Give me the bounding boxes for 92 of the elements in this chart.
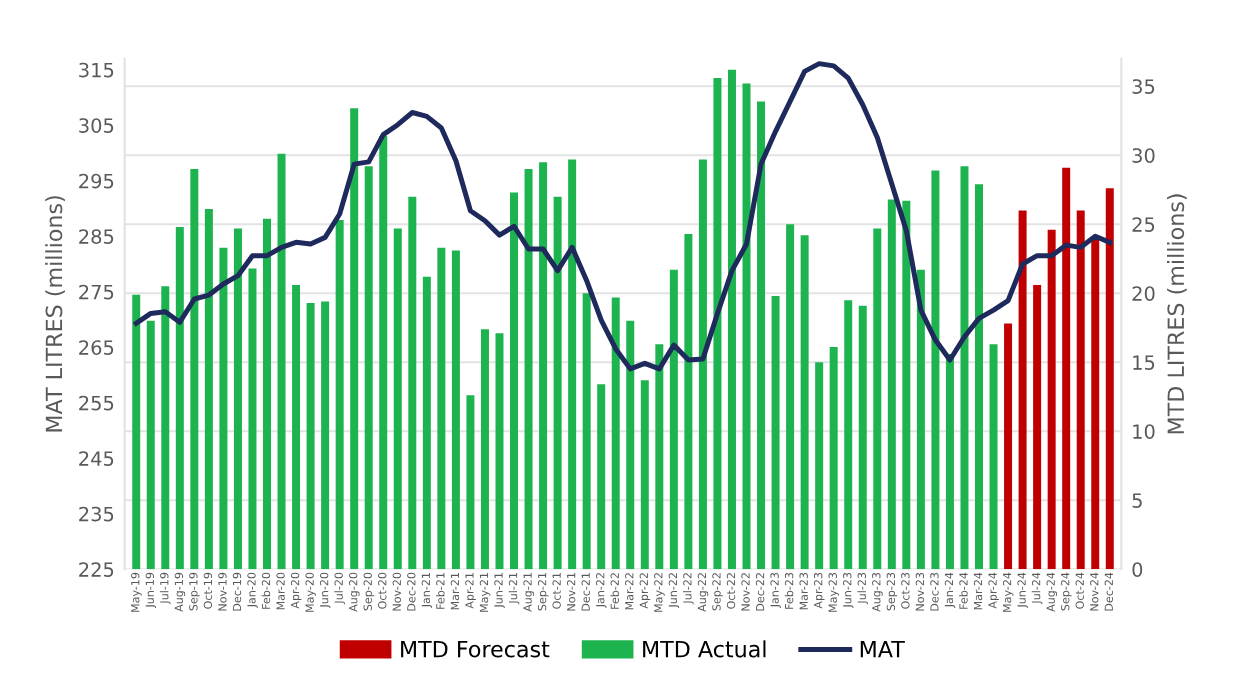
bar (582, 293, 591, 570)
bar (146, 320, 155, 570)
bar (771, 296, 780, 570)
bar (306, 302, 315, 570)
bar (437, 247, 446, 570)
bar (975, 184, 983, 570)
y-tick-label: 265 (79, 340, 114, 355)
bar (1091, 238, 1100, 570)
bar (219, 247, 228, 570)
bar (190, 169, 199, 570)
bar (742, 83, 751, 570)
bar (132, 294, 141, 570)
bar (553, 196, 562, 570)
bar (669, 269, 678, 570)
bar (393, 228, 402, 570)
y-axis-title: MAT LITRES (millions) (45, 196, 65, 432)
bar (960, 166, 969, 570)
bar (989, 344, 998, 570)
bar (611, 297, 620, 570)
bar (1047, 229, 1056, 570)
bar (902, 200, 911, 570)
bar (408, 196, 417, 570)
bar (873, 228, 882, 570)
bar (815, 362, 824, 570)
bar (248, 268, 257, 570)
y-tick-label: 275 (79, 284, 114, 300)
y-tick-label: 235 (79, 506, 114, 522)
bar (887, 199, 896, 570)
y-tick-label: 285 (79, 229, 114, 244)
bar (495, 333, 504, 570)
bar (480, 329, 489, 570)
bar (524, 169, 533, 570)
y2-axis-title: MTD LITRES (millions) (1166, 194, 1187, 434)
y2-tick-label: 5 (1132, 493, 1142, 508)
bar (1076, 210, 1085, 570)
bar (175, 227, 184, 570)
y2-tick-label: 20 (1132, 286, 1155, 301)
y2-tick-label: 30 (1132, 148, 1155, 163)
y2-tick-label: 0 (1132, 562, 1143, 577)
legend-label: MAT (860, 640, 905, 658)
y-tick-label: 225 (79, 562, 114, 577)
bar (1004, 323, 1013, 570)
bar (786, 224, 795, 570)
bar (350, 108, 359, 570)
bar (684, 233, 693, 570)
bar (655, 344, 664, 570)
bar (757, 101, 766, 570)
bar (539, 162, 548, 570)
bar (727, 69, 736, 570)
y2-tick-label: 25 (1132, 217, 1155, 232)
y-tick-label: 245 (79, 451, 114, 466)
bar (422, 276, 431, 570)
bar (451, 250, 460, 570)
bar (829, 347, 838, 570)
bar (597, 384, 606, 570)
bar (510, 192, 519, 570)
y-tick-label: 315 (79, 62, 114, 78)
bar (379, 135, 388, 570)
bar (713, 77, 722, 570)
bar (292, 284, 301, 570)
y2-tick-label: 15 (1133, 355, 1155, 370)
bar (263, 218, 271, 570)
bar (1062, 167, 1071, 570)
bar (800, 235, 809, 570)
bar (698, 159, 707, 570)
bar (931, 170, 940, 570)
bar (844, 300, 853, 570)
legend-label: MTD Forecast (401, 640, 550, 658)
bar (945, 353, 954, 570)
legend-label: MTD Actual (643, 640, 766, 658)
bar (916, 269, 925, 570)
bar (1033, 284, 1042, 570)
bar (364, 166, 373, 570)
bar (568, 159, 577, 570)
bar (204, 209, 213, 570)
bar (858, 305, 867, 570)
y2-tick-label: 10 (1133, 424, 1155, 439)
bar (1018, 210, 1027, 570)
bar (161, 286, 170, 570)
bar (640, 380, 649, 570)
bar (321, 301, 330, 570)
y-tick-label: 255 (79, 395, 114, 411)
bar (1105, 188, 1114, 570)
bar (233, 228, 242, 570)
bar (335, 220, 344, 570)
bar (626, 320, 635, 570)
bar (277, 153, 286, 570)
y-tick-label: 295 (79, 173, 114, 189)
y2-tick-label: 35 (1132, 79, 1155, 94)
y-tick-label: 305 (79, 118, 114, 133)
bar (466, 395, 475, 570)
line-series (133, 61, 1113, 372)
